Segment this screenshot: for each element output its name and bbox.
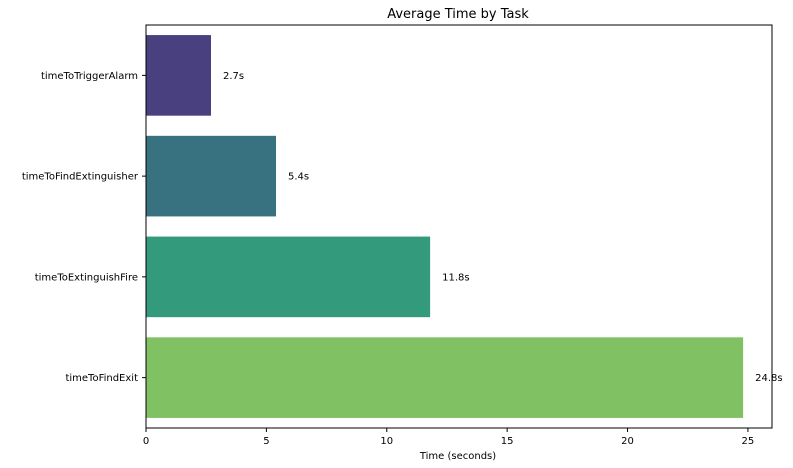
x-tick-label-15: 15 <box>501 436 514 447</box>
chart-title: Average Time by Task <box>387 7 529 22</box>
y-tick-label-timeToFindExit: timeToFindExit <box>65 373 138 384</box>
data-label-timeToExtinguishFire: 11.8s <box>442 272 469 283</box>
x-tick-label-5: 5 <box>263 436 269 447</box>
x-axis: 0 5 10 15 20 25 <box>143 428 754 447</box>
x-tick-label-25: 25 <box>742 436 755 447</box>
x-tick-label-20: 20 <box>621 436 634 447</box>
bar-timeToTriggerAlarm <box>146 35 212 116</box>
plot-frame <box>145 24 773 429</box>
data-label-timeToFindExtinguisher: 5.4s <box>288 172 309 183</box>
data-label-timeToTriggerAlarm: 2.7s <box>223 71 244 82</box>
y-tick-label-timeToFindExtinguisher: timeToFindExtinguisher <box>22 172 139 183</box>
x-axis-label: Time (seconds) <box>419 451 496 462</box>
bar-timeToExtinguishFire <box>146 236 431 318</box>
x-tick-label-10: 10 <box>380 436 393 447</box>
y-tick-label-timeToTriggerAlarm: timeToTriggerAlarm <box>41 71 138 82</box>
y-axis: timeToTriggerAlarm timeToFindExtinguisher… <box>22 71 146 384</box>
data-labels-layer: 2.7s 5.4s 11.8s 24.8s <box>223 71 783 384</box>
y-tick-label-timeToExtinguishFire: timeToExtinguishFire <box>35 272 138 283</box>
x-tick-label-0: 0 <box>143 436 149 447</box>
data-label-timeToFindExit: 24.8s <box>755 373 782 384</box>
bars-layer <box>146 35 744 418</box>
bar-timeToFindExtinguisher <box>146 135 277 217</box>
bar-timeToFindExit <box>146 337 744 418</box>
